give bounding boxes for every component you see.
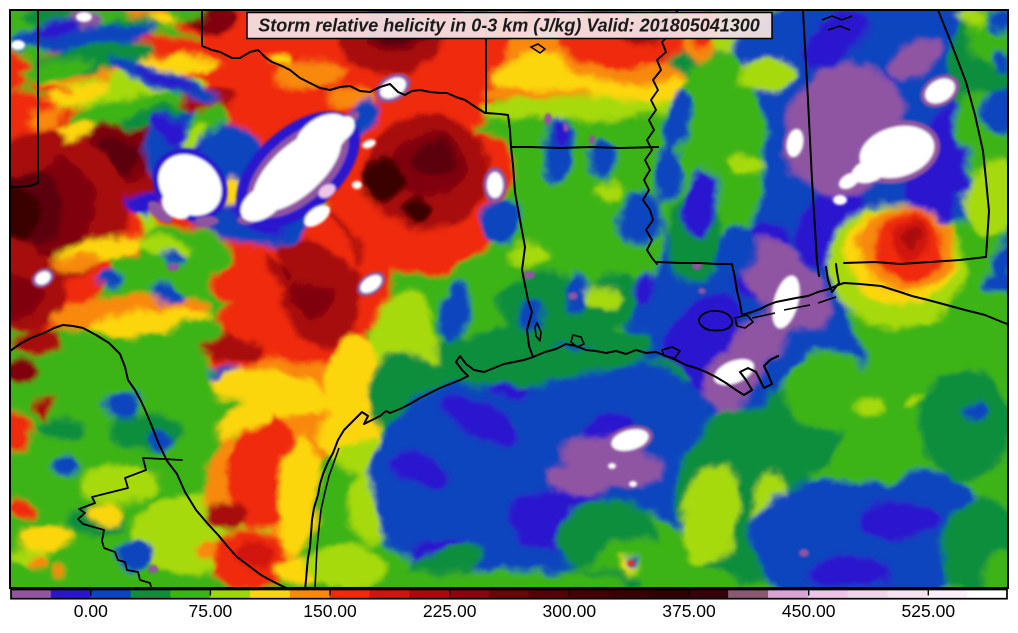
svg-text:300.00: 300.00 [543,601,597,621]
svg-text:450.00: 450.00 [782,601,836,621]
svg-text:525.00: 525.00 [902,601,956,621]
svg-text:375.00: 375.00 [662,601,716,621]
svg-text:Storm relative helicity in 0-3: Storm relative helicity in 0-3 km (J/kg)… [258,16,760,36]
svg-text:225.00: 225.00 [423,601,477,621]
svg-text:75.00: 75.00 [189,601,233,621]
svg-text:0.00: 0.00 [74,601,108,621]
svg-text:150.00: 150.00 [303,601,357,621]
